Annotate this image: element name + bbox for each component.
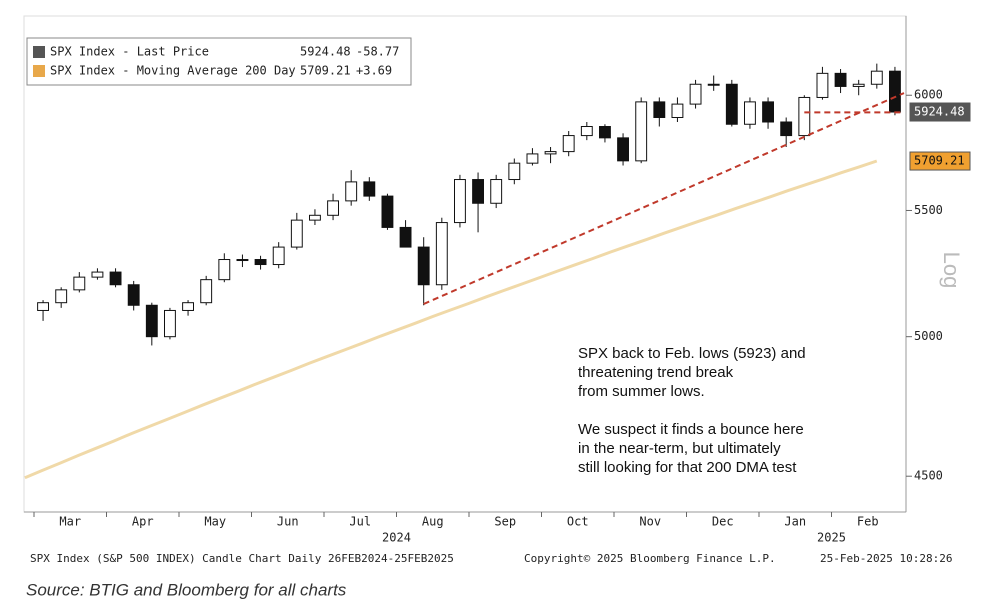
candle-body (725, 83, 738, 125)
y-tick-label: 5500 (914, 203, 943, 217)
price-badge-label: 5709.21 (914, 154, 965, 168)
candle-body (381, 195, 394, 228)
candle-body (870, 70, 883, 85)
price-badge (909, 102, 971, 122)
candle-body (236, 259, 249, 262)
candle-body (309, 214, 321, 221)
annotation: from summer lows. (578, 383, 705, 400)
legend-change: +3.69 (356, 64, 392, 78)
candle-body (345, 181, 358, 202)
footer: Copyright© 2025 Bloomberg Finance L.P. (524, 552, 776, 565)
candle-body (490, 179, 503, 204)
footer: 25-Feb-2025 10:28:26 (820, 552, 952, 565)
x-tick-label: Jan (784, 515, 806, 529)
year-label: 2025 (817, 531, 846, 545)
trend-line (423, 92, 905, 305)
legend-name: SPX Index - Last Price (50, 45, 209, 59)
candle-body (834, 72, 847, 87)
candle-body (73, 276, 86, 291)
candle-body (526, 153, 539, 164)
candle-body (91, 271, 104, 278)
x-tick-label: May (204, 515, 226, 529)
candle-body (37, 302, 49, 311)
x-tick-label: Apr (132, 515, 154, 529)
annotation: in the near-term, but ultimately (578, 440, 781, 457)
candle-body (544, 151, 557, 155)
price-badge-label: 5924.48 (914, 105, 965, 119)
candle-body (798, 96, 811, 137)
annotation: threatening trend break (578, 364, 734, 381)
candle-body (889, 70, 901, 113)
x-tick-label: Oct (567, 515, 589, 529)
ma-line (24, 159, 878, 480)
y-tick-label: 4500 (914, 469, 943, 483)
candle-body (689, 83, 702, 105)
source: Source: BTIG and Bloomberg for all chart… (26, 580, 347, 599)
candle-body (164, 309, 176, 338)
candle-body (780, 121, 793, 137)
y-tick-label: 6000 (914, 88, 943, 102)
candle-body (562, 135, 575, 153)
y-tick-label: 5000 (914, 329, 943, 343)
x-tick-label: Nov (639, 515, 661, 529)
candle-body (472, 179, 484, 204)
candle-body (852, 83, 865, 87)
legend-swatch (33, 46, 45, 58)
candle-body (580, 126, 593, 137)
candle-body (454, 179, 466, 224)
annotation: SPX back to Feb. lows (5923) and (578, 345, 806, 362)
candle-body (617, 137, 629, 162)
price-badge (909, 151, 971, 171)
year-label: 2024 (382, 531, 411, 545)
candle-body (327, 200, 339, 216)
candle-body (744, 101, 756, 125)
legend-change: -58.77 (356, 45, 399, 59)
candle-body (653, 101, 666, 119)
legend-value: 5924.48 (300, 45, 351, 59)
x-tick-label: Mar (59, 515, 81, 529)
candle-body (182, 302, 194, 311)
y-axis-label: Log (939, 252, 964, 289)
legend-value: 5709.21 (300, 64, 351, 78)
candle-body (508, 162, 521, 181)
candle-body (218, 259, 231, 281)
legend-box (26, 37, 412, 86)
legend-name: SPX Index - Moving Average 200 Day (50, 64, 296, 78)
candle-body (127, 284, 140, 306)
x-tick-label: Dec (712, 515, 734, 529)
footer: SPX Index (S&P 500 INDEX) Candle Chart D… (30, 552, 454, 565)
candle-body (272, 246, 285, 266)
candle-body (707, 83, 720, 86)
candle-body (599, 126, 611, 139)
candle-body (435, 222, 448, 286)
candle-body (635, 101, 648, 162)
x-tick-label: Feb (857, 515, 879, 529)
candle-body (671, 103, 684, 119)
candle-body (55, 289, 68, 304)
candle-body (363, 181, 376, 197)
candle-body (816, 72, 829, 98)
x-tick-label: Aug (422, 515, 444, 529)
candle-body (200, 279, 213, 304)
candle-body (109, 271, 122, 286)
candle-body (145, 304, 158, 338)
candle-body (290, 219, 303, 248)
candle-body (254, 259, 267, 266)
candle-body (762, 101, 774, 123)
annotation: still looking for that 200 DMA test (578, 459, 797, 476)
annotation: We suspect it finds a bounce here (578, 421, 804, 438)
candle-body (417, 246, 430, 286)
x-tick-label: Jun (277, 515, 299, 529)
x-tick-label: Jul (349, 515, 371, 529)
x-tick-label: Sep (494, 515, 516, 529)
candle-body (399, 226, 412, 248)
legend-swatch (33, 65, 45, 77)
